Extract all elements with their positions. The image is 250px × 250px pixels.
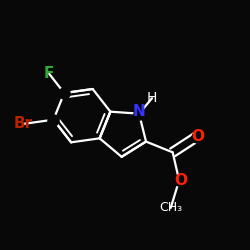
Text: H: H: [147, 91, 157, 105]
Text: Br: Br: [14, 116, 33, 132]
Text: O: O: [192, 129, 204, 144]
Text: N: N: [133, 104, 145, 119]
Text: CH₃: CH₃: [159, 201, 182, 214]
Text: O: O: [174, 173, 187, 188]
Text: F: F: [44, 66, 54, 81]
